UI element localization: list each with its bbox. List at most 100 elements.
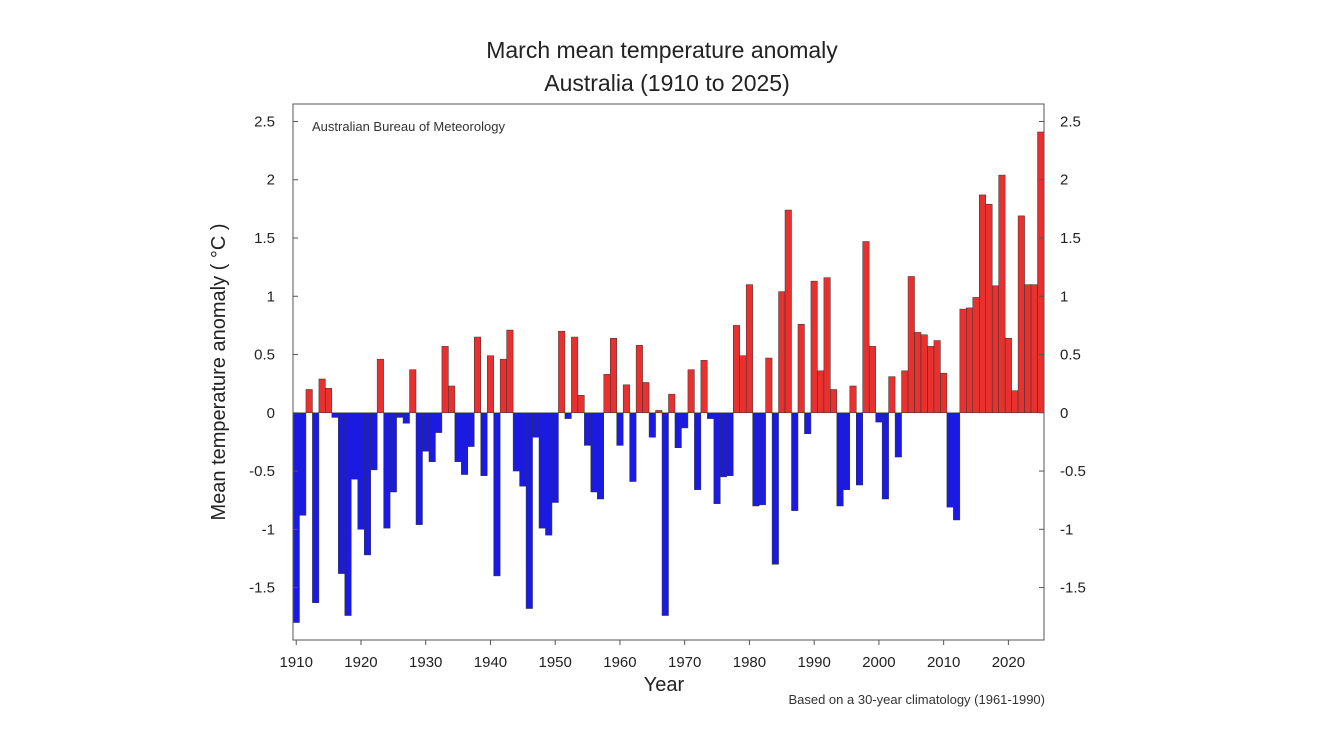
bar-1977	[726, 412, 734, 476]
bar-1978	[732, 325, 740, 414]
bar-1917	[338, 412, 346, 574]
bar-1967	[661, 412, 669, 616]
bar-1960	[616, 412, 624, 446]
chart-title-line-1: March mean temperature anomaly	[486, 37, 838, 63]
bar-2007	[920, 334, 928, 414]
bar-1938	[474, 336, 481, 414]
bar-2000	[875, 412, 883, 423]
y-axis-label: Mean temperature anomaly ( °C )	[208, 223, 230, 520]
bar-1973	[700, 360, 708, 414]
bar-1913	[312, 412, 320, 603]
bar-1925	[389, 412, 397, 493]
y-tick-label-left: -1.5	[249, 580, 275, 597]
bar-1921	[363, 412, 371, 556]
bar-1961	[622, 384, 630, 414]
bar-1929	[415, 412, 423, 525]
bar-2004	[901, 370, 909, 414]
y-tick-label-right: -1	[1060, 521, 1073, 538]
bar-2002	[888, 376, 896, 414]
bar-2011	[946, 412, 954, 508]
bar-2008	[927, 346, 935, 414]
bar-2020	[1004, 337, 1012, 414]
bar-1933	[441, 346, 449, 414]
y-tick-label-left: 1.5	[254, 230, 275, 247]
bar-1950	[551, 412, 559, 503]
bar-2018	[991, 285, 999, 414]
bar-1934	[448, 385, 456, 414]
y-tick-label-right: 0	[1060, 405, 1068, 422]
bar-1937	[467, 412, 475, 447]
axis-ticks: 2.5 2.5 2 2 1.5 1.5 1 1 0.5 0.5 0 0 -0.5 -0.5 -1 -1 -1.5…	[249, 113, 1086, 671]
bar-2022	[1017, 215, 1025, 414]
y-tick-label-right: 1.5	[1060, 230, 1081, 247]
bar-1947	[532, 412, 540, 438]
bar-1963	[635, 344, 643, 414]
bar-1959	[609, 337, 617, 414]
bar-1980	[745, 284, 753, 414]
bar-1964	[642, 382, 650, 414]
bar-1995	[843, 412, 851, 490]
bar-1965	[648, 412, 656, 438]
bar-1997	[856, 412, 863, 486]
x-tick-label: 1910	[280, 654, 313, 671]
bar-1968	[668, 393, 676, 414]
bar-1998	[862, 241, 870, 414]
bar-1991	[817, 370, 825, 414]
bar-1927	[402, 412, 410, 424]
bar-2019	[998, 174, 1006, 414]
y-tick-label-right: -0.5	[1060, 463, 1086, 480]
bar-1954	[577, 395, 585, 414]
x-tick-label: 1940	[474, 654, 507, 671]
bar-1953	[571, 336, 579, 414]
bar-2024	[1030, 284, 1038, 414]
x-axis-label: Year	[644, 674, 685, 696]
bar-1966	[655, 410, 663, 414]
x-tick-label: 1950	[539, 654, 572, 671]
bar-1932	[435, 412, 443, 433]
bar-1942	[499, 358, 507, 414]
y-tick-label-left: 2.5	[254, 113, 275, 130]
bar-1956	[590, 412, 598, 493]
x-tick-label: 1960	[603, 654, 636, 671]
x-tick-label: 2000	[862, 654, 895, 671]
bar-1970	[681, 412, 689, 429]
bar-1974	[707, 412, 715, 419]
bar-1982	[758, 412, 766, 506]
bar-2014	[966, 307, 974, 414]
y-tick-label-left: 0.5	[254, 347, 275, 364]
y-tick-label-left: 2	[267, 172, 275, 189]
chart-title-line-2: Australia (1910 to 2025)	[544, 70, 790, 96]
bar-1911	[299, 412, 307, 516]
y-tick-label-left: 1	[267, 288, 275, 305]
bar-2006	[914, 332, 922, 414]
bar-1920	[357, 412, 365, 530]
bar-1969	[674, 412, 682, 448]
bar-1985	[778, 291, 786, 414]
bar-2025	[1037, 131, 1045, 414]
bar-1999	[868, 346, 876, 414]
bar-1924	[383, 412, 391, 529]
bar-1979	[739, 355, 747, 414]
bar-1981	[752, 412, 760, 507]
plot-frame	[292, 103, 1045, 641]
x-tick-label: 1930	[409, 654, 442, 671]
bar-1984	[771, 412, 779, 565]
bar-1962	[629, 412, 637, 482]
y-tick-label-left: 0	[267, 405, 275, 422]
bar-2010	[940, 372, 948, 414]
bar-1941	[493, 412, 501, 577]
bar-1988	[797, 323, 805, 414]
bar-2015	[972, 297, 980, 414]
bar-1922	[370, 412, 378, 471]
bar-1928	[409, 369, 417, 414]
x-tick-label: 2020	[992, 654, 1025, 671]
bar-1951	[558, 330, 566, 414]
bar-1931	[428, 412, 436, 462]
bar-2009	[933, 340, 941, 414]
x-tick-label: 1980	[733, 654, 766, 671]
bar-1946	[525, 412, 533, 609]
bar-1971	[687, 369, 695, 414]
bar-2003	[894, 412, 902, 458]
bar-1955	[584, 412, 592, 446]
